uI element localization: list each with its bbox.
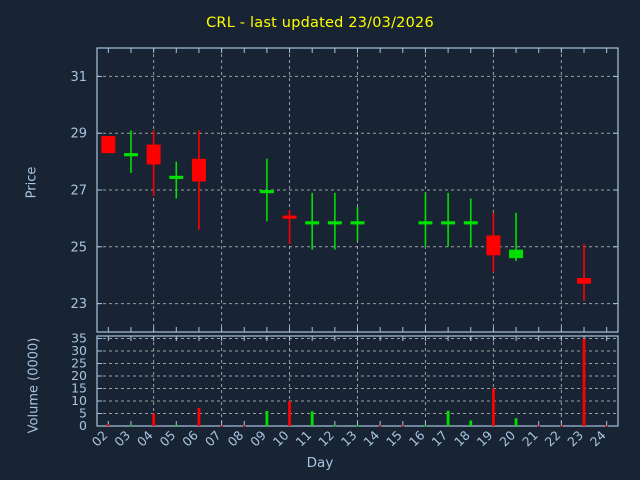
x-tick-label: 10 <box>270 427 292 449</box>
candlestick-05 <box>169 161 184 199</box>
volume-tick-label: 15 <box>71 381 87 396</box>
candlestick-13 <box>350 207 365 242</box>
volume-bar-23 <box>582 338 586 426</box>
candlestick-series <box>101 130 592 301</box>
volume-tick-label: 35 <box>71 331 87 346</box>
volume-bar-15 <box>401 425 405 427</box>
price-gridlines <box>97 48 618 332</box>
x-tick-label: 22 <box>542 428 564 450</box>
volume-bar-21 <box>537 425 541 427</box>
x-tick-label: 24 <box>587 427 609 449</box>
x-tick-label: 19 <box>474 427 496 449</box>
chart-title: CRL - last updated 23/03/2026 <box>206 15 434 31</box>
volume-bar-22 <box>559 425 563 427</box>
volume-series <box>106 338 609 427</box>
candlestick-19 <box>486 212 501 273</box>
candlestick-10 <box>282 209 297 244</box>
volume-bar-11 <box>310 411 314 426</box>
volume-tick-label: 25 <box>71 356 87 371</box>
volume-gridlines <box>97 336 618 426</box>
price-tick-group: 23 25 27 29 31 <box>70 70 618 312</box>
x-tick-label: 12 <box>315 428 337 450</box>
volume-bar-12 <box>333 425 337 427</box>
x-tick-label: 21 <box>519 428 541 450</box>
candlestick-16 <box>418 192 433 247</box>
volume-bar-17 <box>446 410 450 426</box>
candlestick-02 <box>101 136 116 154</box>
volume-bar-24 <box>605 425 609 427</box>
volume-tick-label: 30 <box>71 343 87 358</box>
x-tick-label: 17 <box>428 428 450 450</box>
volume-bar-06 <box>197 408 201 426</box>
volume-bar-18 <box>469 420 473 426</box>
volume-bar-16 <box>424 425 427 427</box>
x-tick-label: 23 <box>564 428 586 450</box>
x-tick-label: 13 <box>338 428 360 450</box>
volume-bar-07 <box>220 425 223 427</box>
volume-tick-label: 0 <box>79 418 87 433</box>
candlestick-23 <box>577 243 592 301</box>
candlestick-11 <box>305 192 320 250</box>
x-tick-label: 20 <box>496 427 518 449</box>
x-tick-label: 05 <box>157 428 179 450</box>
price-tick-label: 25 <box>70 240 87 255</box>
volume-bar-14 <box>378 425 382 427</box>
volume-bar-02 <box>106 424 110 426</box>
volume-bar-05 <box>174 425 178 426</box>
volume-bar-13 <box>356 425 359 427</box>
volume-bar-04 <box>152 413 156 426</box>
price-tick-label: 27 <box>70 184 87 199</box>
price-tick-label: 23 <box>70 297 87 312</box>
x-tick-label: 04 <box>134 427 156 449</box>
x-tick-label: 03 <box>111 428 133 450</box>
x-tick-label: 14 <box>360 427 382 449</box>
x-tick-label: 18 <box>451 427 473 449</box>
candlestick-09 <box>259 158 274 222</box>
x-tick-label: 06 <box>179 427 201 449</box>
volume-bar-03 <box>129 425 133 427</box>
candlestick-04 <box>146 130 161 196</box>
x-tick-label: 07 <box>202 428 224 450</box>
volume-tick-label: 10 <box>71 393 87 408</box>
candlestick-18 <box>463 198 478 247</box>
candlestick-20 <box>509 212 524 261</box>
candlestick-17 <box>441 192 456 247</box>
x-tick-label: 11 <box>292 428 314 450</box>
x-axis-label: Day <box>306 455 334 471</box>
price-tick-label: 31 <box>70 70 87 85</box>
x-tick-label: 15 <box>383 428 405 450</box>
volume-tick-label: 20 <box>71 368 87 383</box>
x-tick-label: 08 <box>225 427 247 449</box>
candlestick-12 <box>327 192 342 250</box>
price-tick-label: 29 <box>70 127 87 142</box>
x-tick-label: 02 <box>89 428 111 450</box>
volume-tick-label: 5 <box>79 406 87 421</box>
volume-bar-08 <box>242 425 246 427</box>
x-tick-label: 16 <box>406 427 428 449</box>
volume-bar-09 <box>265 411 269 426</box>
x-tick-label: 09 <box>247 427 269 449</box>
volume-bar-10 <box>288 401 291 426</box>
volume-bar-20 <box>514 418 518 426</box>
candlestick-06 <box>191 130 206 230</box>
volume-bar-19 <box>492 388 495 426</box>
x-tick-group: 02 03 04 05 06 07 08 09 10 11 12 13 14 15 16 17 18 19 20 21… <box>89 48 609 449</box>
candlestick-03 <box>123 130 138 173</box>
